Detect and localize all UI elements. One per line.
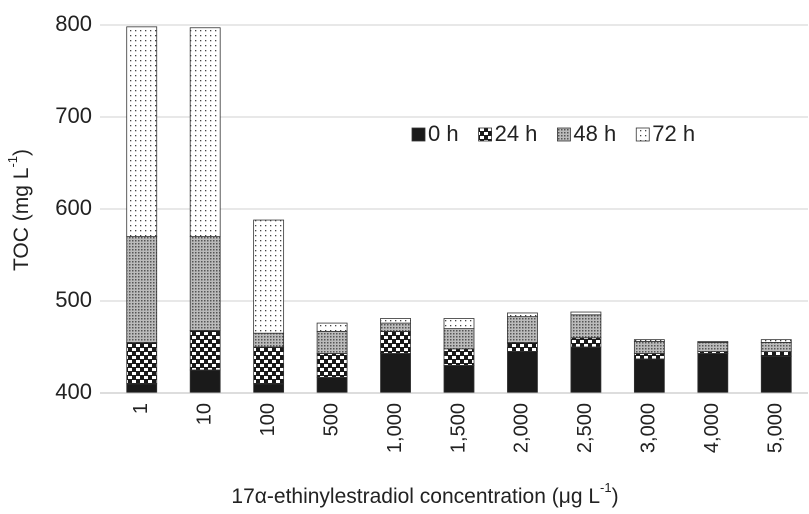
x-tick-label: 5,000 — [765, 403, 787, 453]
bar-segment — [380, 322, 411, 332]
bar-segment — [633, 358, 665, 394]
bar-segment — [126, 383, 158, 394]
legend-label: 72 h — [652, 121, 695, 146]
x-tick-label: 1,000 — [384, 403, 406, 453]
bar-segment — [507, 351, 538, 394]
y-label-sup: -1 — [5, 156, 20, 168]
legend-label: 48 h — [573, 121, 616, 146]
bar-segment — [380, 318, 411, 324]
bar-segment — [507, 312, 538, 318]
legend-swatch — [635, 127, 650, 142]
x-axis-label: 17α-ethinylestradiol concentration (μg L… — [231, 480, 618, 507]
legend-swatch — [478, 127, 492, 142]
bar-segment — [633, 353, 665, 360]
bar-segment — [380, 353, 411, 394]
bar-segment — [316, 353, 348, 378]
bar-segment — [189, 236, 221, 331]
bar-segment — [253, 383, 285, 394]
bar-segment — [760, 351, 792, 357]
legend-swatch — [557, 127, 571, 142]
bar-segment — [760, 355, 792, 394]
bar-segment — [189, 330, 221, 371]
y-tick-label: 800 — [55, 11, 92, 36]
x-tick-label: 1 — [130, 403, 152, 414]
bar-segment — [126, 236, 158, 343]
bar-segment — [697, 353, 729, 394]
bar-segment — [507, 341, 538, 352]
y-tick-label: 700 — [55, 103, 92, 128]
x-tick-label: 4,000 — [701, 403, 723, 453]
bar-segment — [697, 341, 729, 343]
x-label-text: 17α-ethinylestradiol concentration (μg L — [231, 485, 600, 508]
bar-segment — [507, 316, 538, 343]
y-tick-label: 600 — [55, 195, 92, 220]
bar-segment — [316, 376, 348, 394]
bar-segment — [697, 341, 729, 352]
x-tick-label: 500 — [320, 403, 342, 436]
bar-segment — [316, 322, 348, 332]
y-tick-label: 500 — [55, 287, 92, 312]
x-tick-label: 2,000 — [511, 403, 533, 453]
bar-segment — [570, 314, 602, 339]
bar-segment — [633, 339, 665, 342]
bar-segment — [316, 330, 348, 354]
x-tick-label: 3,000 — [638, 403, 660, 453]
x-label-end: ) — [612, 485, 619, 508]
bar-segment — [443, 364, 475, 394]
bar-segment — [570, 337, 602, 348]
y-label-end: ) — [10, 149, 33, 156]
x-tick-label: 2,500 — [574, 403, 596, 453]
x-tick-label: 10 — [193, 403, 215, 425]
bar-segment — [760, 339, 792, 343]
bar-segment — [760, 341, 792, 352]
x-label-sup: -1 — [600, 480, 612, 495]
bar-segment — [126, 26, 158, 237]
x-tick-label: 100 — [257, 403, 279, 436]
bar-segment — [633, 341, 665, 354]
legend-label: 24 h — [495, 121, 538, 146]
bar-segment — [570, 346, 602, 394]
legend-label: 0 h — [428, 121, 459, 146]
bar-segment — [253, 332, 285, 348]
bar-segment — [189, 27, 221, 237]
bar-segment — [443, 348, 475, 366]
bar-segment — [253, 219, 285, 334]
y-label-text: TOC (mg L — [10, 168, 33, 271]
x-tick-label: 1,500 — [447, 403, 469, 453]
bar-segment — [126, 341, 158, 385]
bar-segment — [189, 369, 221, 394]
bar-segment — [380, 330, 411, 354]
bar-segment — [443, 318, 475, 330]
bar-segment — [443, 328, 475, 350]
bar-segment — [253, 346, 285, 385]
y-axis-label: TOC (mg L-1) — [5, 149, 32, 271]
y-tick-label: 400 — [55, 379, 92, 404]
bar-segment — [570, 311, 602, 316]
legend-swatch — [411, 127, 426, 142]
